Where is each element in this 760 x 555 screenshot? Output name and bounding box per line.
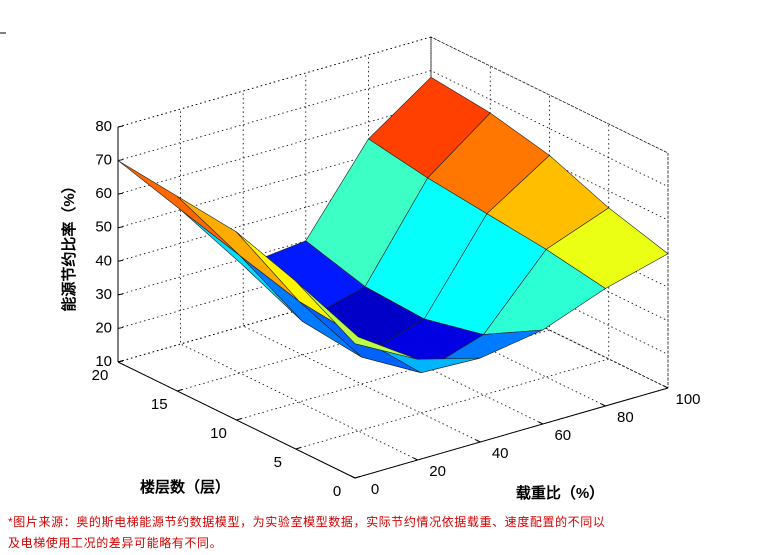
z-tick bbox=[117, 326, 124, 329]
x-tick-label: 20 bbox=[429, 463, 446, 480]
grid-line bbox=[117, 204, 669, 322]
chart: 能源节约比率（%） 楼层数（层） 载重比（%） 1020304050607080… bbox=[0, 32, 701, 502]
y-tick bbox=[177, 389, 183, 392]
z-tick bbox=[117, 259, 124, 262]
y-axis-title: 楼层数（层） bbox=[140, 478, 230, 496]
x-tick bbox=[663, 385, 669, 389]
z-tick bbox=[117, 159, 124, 162]
y-tick-label: 15 bbox=[151, 396, 168, 413]
y-tick bbox=[354, 476, 361, 479]
box-edge bbox=[430, 36, 669, 154]
x-tick bbox=[538, 421, 544, 425]
y-tick bbox=[295, 447, 301, 450]
axis-line bbox=[354, 387, 669, 479]
y-tick bbox=[236, 418, 242, 421]
z-tick bbox=[117, 226, 124, 229]
grid-line bbox=[117, 103, 669, 221]
x-tick bbox=[475, 439, 481, 443]
x-tick bbox=[350, 475, 356, 479]
grid-line bbox=[117, 70, 669, 187]
surface-patch bbox=[295, 280, 418, 360]
grid-line bbox=[117, 238, 669, 355]
x-tick bbox=[413, 457, 418, 461]
footnote: 及电梯使用工况的差异可能略有不同。 bbox=[8, 536, 223, 550]
y-tick-label: 0 bbox=[333, 483, 341, 500]
footnote: *图片来源：奥的斯电梯能源节约数据模型，为实验室模型数据，实际节约情况依据载重、… bbox=[8, 515, 606, 529]
z-tick-label: 10 bbox=[95, 353, 112, 370]
y-tick-label: 5 bbox=[274, 454, 282, 471]
z-tick-label: 50 bbox=[95, 219, 112, 236]
y-tick bbox=[117, 360, 124, 363]
y-tick-label: 20 bbox=[92, 367, 109, 384]
x-tick-label: 100 bbox=[675, 391, 700, 408]
x-tick-label: 80 bbox=[617, 409, 634, 426]
x-tick-label: 60 bbox=[554, 427, 571, 444]
z-tick-label: 70 bbox=[95, 152, 112, 169]
y-tick-label: 10 bbox=[210, 425, 227, 442]
z-tick bbox=[117, 293, 124, 296]
z-tick-label: 30 bbox=[95, 286, 112, 303]
x-tick-label: 40 bbox=[492, 445, 509, 462]
x-tick-label: 0 bbox=[371, 481, 379, 498]
x-axis-title: 载重比（%） bbox=[516, 484, 604, 502]
z-tick-label: 40 bbox=[95, 252, 112, 269]
surface-patch bbox=[117, 160, 241, 256]
grid-line bbox=[295, 124, 610, 450]
z-axis-title: 能源节约比率（%） bbox=[60, 178, 78, 311]
x-tick bbox=[601, 403, 606, 407]
grid-line bbox=[117, 36, 669, 154]
surface-patch bbox=[177, 196, 300, 302]
z-tick bbox=[117, 192, 124, 195]
z-tick bbox=[117, 125, 124, 128]
grid-line bbox=[117, 137, 669, 255]
z-tick-label: 20 bbox=[95, 319, 112, 336]
z-tick-label: 60 bbox=[95, 185, 112, 202]
z-tick-label: 80 bbox=[95, 118, 112, 135]
